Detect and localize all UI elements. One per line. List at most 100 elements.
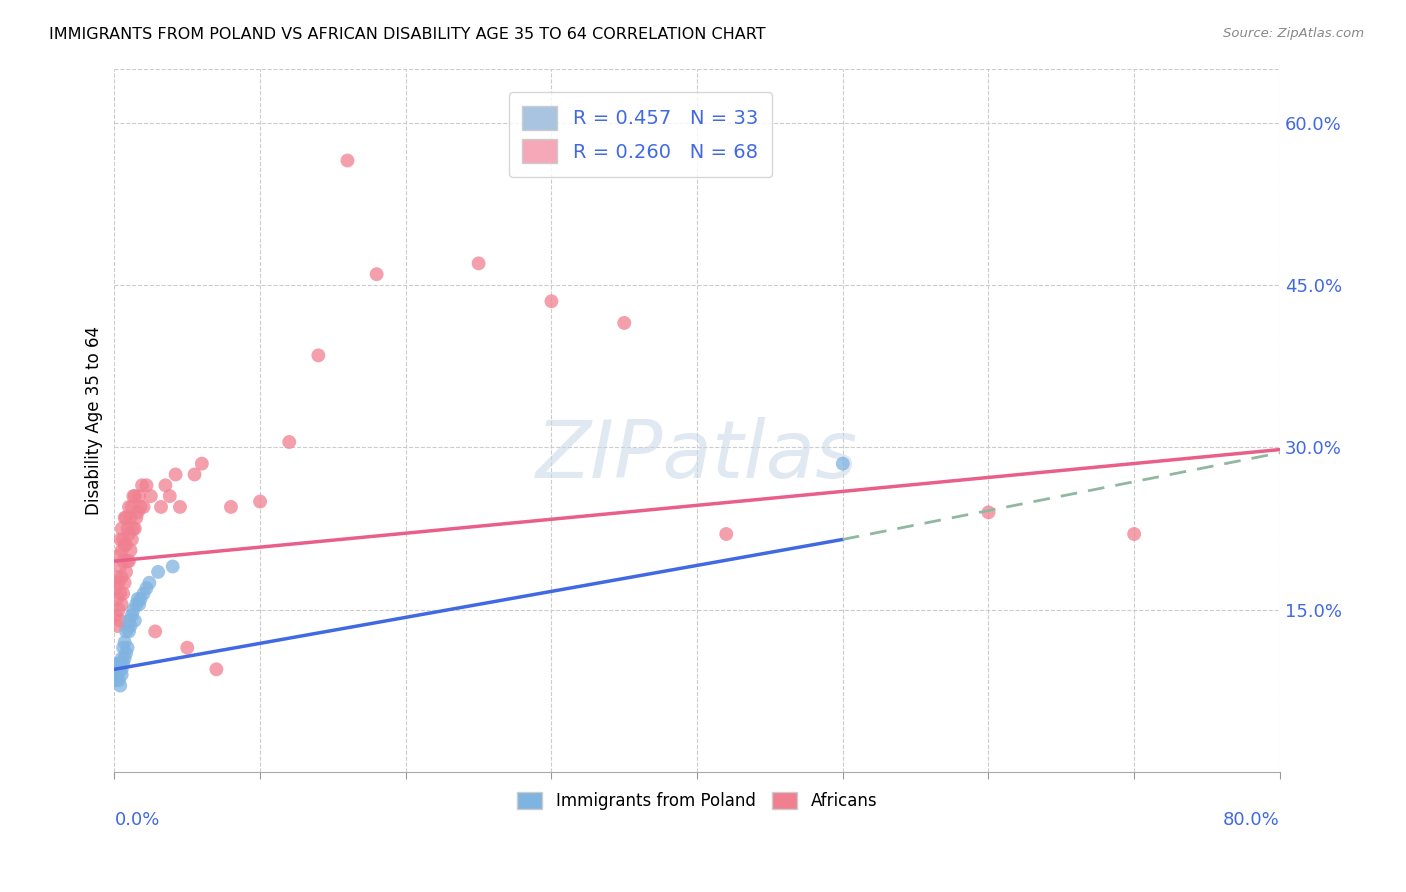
Point — [104, 673, 127, 687]
Y-axis label: Disability Age 35 to 64: Disability Age 35 to 64 — [86, 326, 103, 515]
Point — [540, 294, 562, 309]
Point — [111, 662, 134, 676]
Text: 0.0%: 0.0% — [114, 811, 160, 829]
Point — [125, 598, 148, 612]
Text: 80.0%: 80.0% — [1223, 811, 1279, 829]
Point — [132, 500, 155, 514]
Text: IMMIGRANTS FROM POLAND VS AFRICAN DISABILITY AGE 35 TO 64 CORRELATION CHART: IMMIGRANTS FROM POLAND VS AFRICAN DISABI… — [49, 27, 766, 42]
Point — [111, 543, 134, 558]
Point — [613, 316, 636, 330]
Point — [104, 581, 127, 595]
Point — [128, 598, 150, 612]
Point — [125, 510, 148, 524]
Point — [111, 598, 134, 612]
Point — [336, 153, 359, 168]
Point — [159, 489, 181, 503]
Point — [115, 646, 138, 660]
Point — [110, 657, 132, 671]
Point — [107, 549, 129, 563]
Point — [165, 467, 187, 482]
Point — [121, 533, 143, 547]
Point — [114, 538, 136, 552]
Point — [114, 575, 136, 590]
Point — [114, 635, 136, 649]
Point — [118, 624, 141, 639]
Text: Source: ZipAtlas.com: Source: ZipAtlas.com — [1223, 27, 1364, 40]
Point — [118, 527, 141, 541]
Point — [110, 614, 132, 628]
Point — [307, 348, 329, 362]
Point — [129, 591, 152, 606]
Point — [110, 679, 132, 693]
Point — [121, 608, 143, 623]
Point — [129, 500, 152, 514]
Point — [120, 619, 142, 633]
Point — [118, 554, 141, 568]
Point — [112, 657, 135, 671]
Point — [114, 651, 136, 665]
Text: ZIPatlas: ZIPatlas — [536, 417, 858, 494]
Point — [138, 575, 160, 590]
Point — [115, 624, 138, 639]
Point — [831, 457, 853, 471]
Point — [107, 603, 129, 617]
Point — [118, 500, 141, 514]
Point — [127, 591, 149, 606]
Point — [191, 457, 214, 471]
Point — [118, 614, 141, 628]
Point — [1123, 527, 1146, 541]
Point — [105, 570, 128, 584]
Point — [139, 489, 162, 503]
Point — [467, 256, 489, 270]
Point — [278, 435, 301, 450]
Point — [107, 575, 129, 590]
Point — [132, 586, 155, 600]
Point — [111, 667, 134, 681]
Point — [112, 586, 135, 600]
Point — [112, 640, 135, 655]
Point — [219, 500, 242, 514]
Point — [112, 554, 135, 568]
Point — [115, 538, 138, 552]
Point — [176, 640, 198, 655]
Point — [107, 662, 129, 676]
Point — [150, 500, 173, 514]
Point — [120, 543, 142, 558]
Point — [205, 662, 228, 676]
Point — [131, 478, 153, 492]
Point — [117, 640, 139, 655]
Point — [111, 570, 134, 584]
Point — [111, 522, 134, 536]
Point — [105, 657, 128, 671]
Point — [110, 559, 132, 574]
Point — [124, 614, 146, 628]
Point — [128, 489, 150, 503]
Point — [366, 267, 388, 281]
Point — [143, 624, 166, 639]
Point — [115, 510, 138, 524]
Point — [112, 533, 135, 547]
Point — [162, 559, 184, 574]
Point — [111, 651, 134, 665]
Point — [110, 533, 132, 547]
Point — [124, 522, 146, 536]
Point — [146, 565, 169, 579]
Point — [114, 510, 136, 524]
Point — [117, 554, 139, 568]
Point — [107, 673, 129, 687]
Point — [105, 591, 128, 606]
Point — [105, 667, 128, 681]
Point — [120, 510, 142, 524]
Point — [104, 608, 127, 623]
Point — [124, 489, 146, 503]
Legend: Immigrants from Poland, Africans: Immigrants from Poland, Africans — [510, 785, 884, 816]
Point — [115, 565, 138, 579]
Point — [105, 619, 128, 633]
Point — [122, 522, 145, 536]
Point — [110, 586, 132, 600]
Point — [249, 494, 271, 508]
Point — [169, 500, 191, 514]
Point — [716, 527, 738, 541]
Point — [977, 505, 1000, 519]
Point — [122, 489, 145, 503]
